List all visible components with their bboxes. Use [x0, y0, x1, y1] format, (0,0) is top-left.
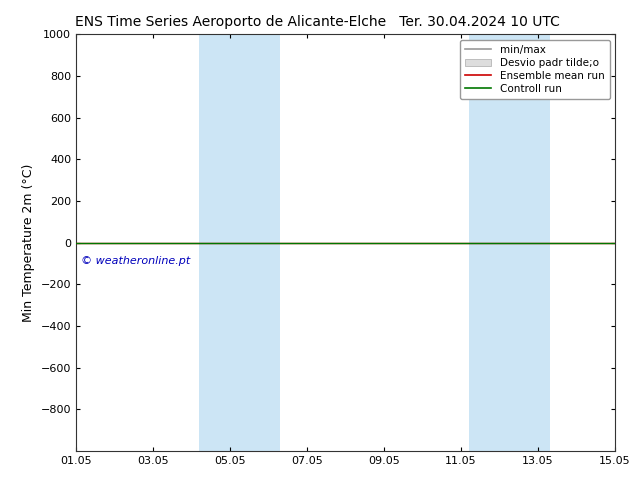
- Text: ENS Time Series Aeroporto de Alicante-Elche   Ter. 30.04.2024 10 UTC: ENS Time Series Aeroporto de Alicante-El…: [75, 15, 559, 29]
- Bar: [469, 34, 550, 451]
- Y-axis label: Min Temperature 2m (°C): Min Temperature 2m (°C): [22, 163, 35, 322]
- Legend: min/max, Desvio padr tilde;o, Ensemble mean run, Controll run: min/max, Desvio padr tilde;o, Ensemble m…: [460, 40, 610, 99]
- Text: © weatheronline.pt: © weatheronline.pt: [81, 256, 191, 266]
- Bar: [199, 34, 280, 451]
